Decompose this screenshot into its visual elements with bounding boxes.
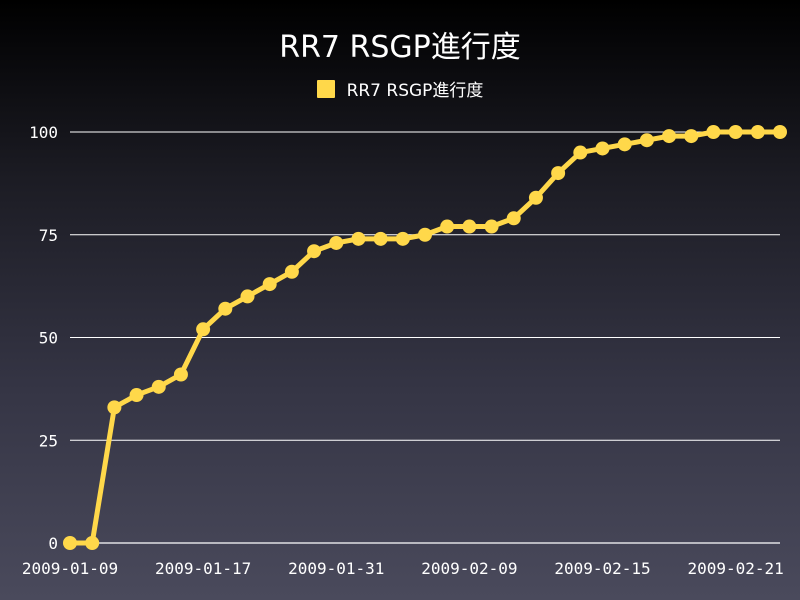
x-tick-label: 2009-01-31: [288, 559, 384, 578]
data-point: [728, 125, 743, 139]
data-point: [528, 190, 543, 205]
x-tick-label: 2009-02-15: [554, 559, 650, 578]
data-point: [151, 379, 166, 394]
data-point: [307, 244, 322, 259]
data-point: [329, 235, 344, 250]
y-tick-label: 100: [29, 123, 58, 142]
data-point: [173, 367, 188, 382]
data-point: [418, 227, 432, 242]
data-point: [750, 125, 765, 139]
legend-swatch: [316, 79, 335, 98]
data-point: [262, 277, 277, 292]
data-point: [284, 264, 299, 279]
x-tick-label: 2009-02-21: [687, 559, 783, 578]
y-tick-label: 50: [39, 329, 58, 348]
data-point: [706, 125, 721, 139]
data-point: [573, 145, 588, 160]
gridlines: [70, 131, 780, 544]
data-point: [684, 129, 699, 144]
data-point: [63, 536, 77, 550]
data-point: [196, 322, 211, 337]
x-tick-label: 2009-02-09: [421, 559, 517, 578]
data-point: [506, 211, 521, 226]
data-point: [373, 231, 388, 246]
data-point: [351, 231, 366, 246]
data-point: [773, 125, 787, 139]
data-point: [595, 141, 610, 156]
data-point: [551, 166, 566, 181]
data-point: [440, 219, 455, 234]
x-axis-ticks: 2009-01-09 2009-01-17 2009-01-31 2009-02-09…: [22, 559, 784, 578]
y-axis-ticks: 0 25 50 75 100: [29, 123, 58, 553]
data-point: [617, 137, 632, 152]
data-point: [129, 388, 144, 403]
y-tick-label: 0: [48, 534, 58, 553]
data-point: [639, 133, 654, 148]
x-tick-label: 2009-01-17: [155, 559, 251, 578]
data-point: [85, 536, 100, 550]
y-tick-label: 75: [39, 226, 58, 245]
data-point: [462, 219, 477, 234]
data-point: [240, 289, 255, 304]
data-point: [107, 400, 122, 415]
data-point: [662, 129, 677, 144]
chart-title: RR7 RSGP進行度: [279, 30, 521, 65]
series: [63, 125, 787, 550]
x-tick-label: 2009-01-09: [22, 559, 118, 578]
data-point: [484, 219, 499, 234]
data-point: [395, 231, 410, 246]
legend-label: RR7 RSGP進行度: [346, 81, 484, 101]
data-point: [218, 301, 233, 316]
y-tick-label: 25: [39, 431, 58, 450]
legend: RR7 RSGP進行度: [0, 76, 800, 101]
